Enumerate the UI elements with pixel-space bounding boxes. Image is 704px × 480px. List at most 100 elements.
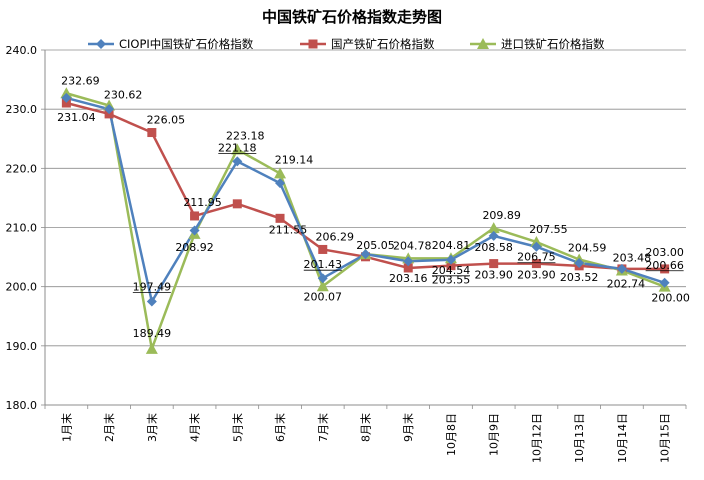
data-label: 205.05 <box>356 239 395 252</box>
data-point <box>318 244 328 254</box>
data-label: 203.52 <box>560 271 599 284</box>
data-point <box>274 167 287 179</box>
data-point <box>660 264 670 274</box>
x-tick-label: 5月末 <box>230 413 244 442</box>
data-point <box>530 235 543 247</box>
data-point <box>104 104 115 115</box>
data-label: 203.90 <box>474 269 513 282</box>
x-tick-label: 2月末 <box>102 413 116 442</box>
data-point <box>146 296 157 307</box>
data-label: 197.49 <box>133 281 172 294</box>
data-label: 200.00 <box>651 292 690 305</box>
data-label: 211.95 <box>183 196 222 209</box>
x-tick-label: 1月末 <box>59 413 73 442</box>
data-label: 206.29 <box>316 230 355 243</box>
data-label: 231.04 <box>57 111 96 124</box>
data-label: 204.59 <box>568 242 607 255</box>
x-tick-label: 10月9日 <box>488 413 501 456</box>
data-point <box>232 156 243 167</box>
data-point <box>616 263 627 274</box>
x-tick-label: 10月8日 <box>445 413 458 456</box>
legend-label: 进口铁矿石价格指数 <box>501 37 605 51</box>
x-tick-label: 6月末 <box>273 413 287 442</box>
data-label: 204.81 <box>432 239 471 252</box>
data-label: 223.18 <box>226 130 265 143</box>
data-point <box>317 273 328 284</box>
y-tick-label: 210.0 <box>6 222 38 235</box>
grid-lines <box>45 49 686 406</box>
data-label: 204.78 <box>393 239 432 252</box>
x-tick-label: 10月13日 <box>573 413 586 463</box>
data-point <box>659 277 670 288</box>
y-tick-label: 240.0 <box>6 44 38 57</box>
data-point <box>231 143 244 155</box>
data-label: 204.54 <box>432 264 471 277</box>
data-label: 208.58 <box>474 241 513 254</box>
legend-label: CIOPI中国铁矿石价格指数 <box>119 37 254 51</box>
x-tick-label: 4月末 <box>188 413 202 442</box>
legend-marker <box>477 38 489 49</box>
data-point <box>574 258 585 268</box>
data-label: 200.07 <box>304 290 343 303</box>
data-label: 230.62 <box>104 88 143 101</box>
data-point <box>145 342 158 354</box>
data-label: 211.55 <box>269 223 308 236</box>
data-point <box>275 213 285 223</box>
data-label: 207.55 <box>529 223 568 236</box>
x-tick-label: 10月15日 <box>659 413 672 463</box>
y-tick-label: 190.0 <box>6 340 38 353</box>
data-label: 203.90 <box>517 269 556 282</box>
data-point <box>61 92 72 103</box>
data-point <box>61 98 71 108</box>
data-label: 201.43 <box>304 258 343 271</box>
y-tick-label: 200.0 <box>6 281 38 294</box>
x-tick-label: 8月末 <box>359 413 373 442</box>
legend-marker <box>308 39 318 49</box>
data-label: 203.48 <box>613 251 652 264</box>
data-point <box>190 211 200 221</box>
axes: 180.0 190.0 200.0 210.0 220.0 230.0 240.0 1月末 2月… <box>6 44 687 463</box>
data-label: 219.14 <box>275 153 314 166</box>
data-label: 209.89 <box>482 209 521 222</box>
x-tick-label: 3月末 <box>145 413 159 442</box>
data-label: 203.55 <box>432 274 471 287</box>
data-point <box>531 241 542 252</box>
x-tick-label: 10月14日 <box>616 413 629 463</box>
legend-label: 国产铁矿石价格指数 <box>331 37 435 51</box>
series-markers <box>60 87 671 354</box>
data-point <box>189 225 200 236</box>
data-label: 208.92 <box>175 241 214 254</box>
x-tick-label: 7月末 <box>316 413 330 442</box>
data-label: 200.66 <box>645 259 684 272</box>
data-point <box>487 222 500 234</box>
data-point <box>445 254 456 265</box>
data-label: 232.69 <box>61 74 100 87</box>
legend: CIOPI中国铁矿石价格指数 国产铁矿石价格指数 进口铁矿石价格指数 <box>88 37 605 51</box>
data-point <box>531 259 541 269</box>
data-label: 189.49 <box>133 327 172 340</box>
data-point <box>446 261 456 271</box>
data-label: 203.16 <box>389 272 428 285</box>
data-label: 221.18 <box>218 141 257 154</box>
chart-title: 中国铁矿石价格指数走势图 <box>262 8 442 26</box>
x-tick-label: 9月末 <box>401 413 415 442</box>
data-point <box>275 178 286 189</box>
data-point <box>360 249 371 260</box>
data-label: 206.75 <box>517 251 556 264</box>
data-point <box>60 87 73 99</box>
y-tick-label: 220.0 <box>6 162 38 175</box>
data-label: 203.00 <box>645 246 684 259</box>
data-point <box>489 259 499 269</box>
data-point <box>403 256 414 267</box>
data-label: 226.05 <box>147 114 186 127</box>
data-point <box>403 263 413 273</box>
legend-marker <box>96 39 106 49</box>
y-tick-label: 180.0 <box>6 399 38 412</box>
y-tick-label: 230.0 <box>6 103 38 116</box>
data-point <box>147 128 157 138</box>
data-label: 202.74 <box>607 277 646 290</box>
data-point <box>232 199 242 209</box>
data-point <box>316 280 329 292</box>
x-tick-label: 10月12日 <box>530 413 543 463</box>
